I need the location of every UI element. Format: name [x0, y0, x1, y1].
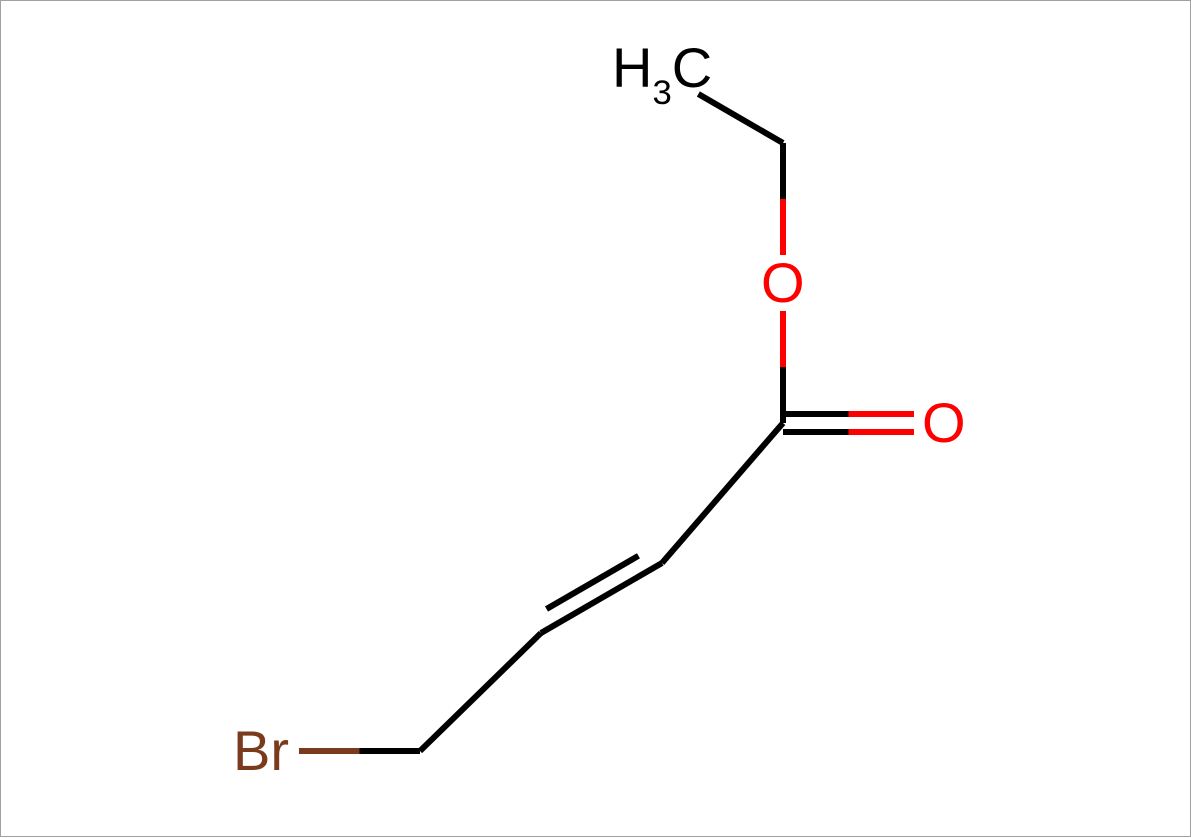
atom-label-o1: O: [761, 255, 805, 311]
atom-label-br: Br: [233, 723, 289, 779]
atom-label-o2: O: [922, 395, 966, 451]
molecule-canvas: H3C O O Br: [0, 0, 1191, 837]
molecule-svg: [1, 1, 1191, 838]
atom-label-ch3: H3C: [612, 40, 712, 106]
